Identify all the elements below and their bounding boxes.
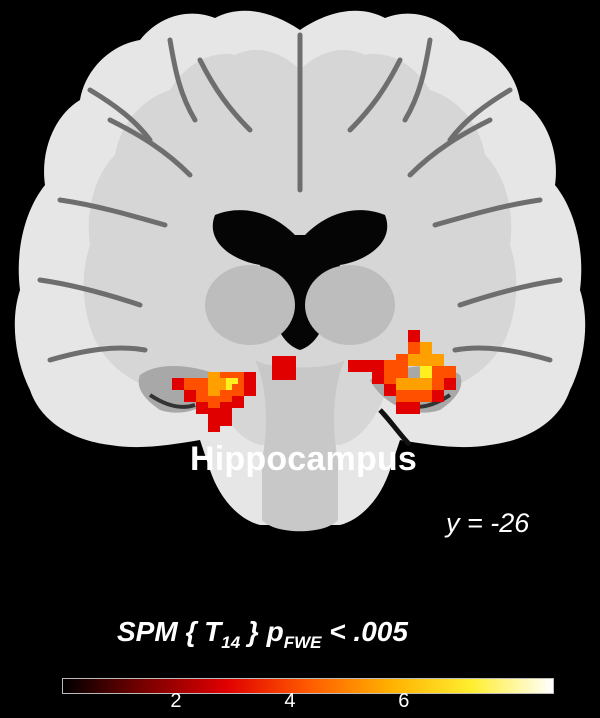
activation-voxel bbox=[208, 372, 220, 384]
left-temporal-horn bbox=[148, 393, 196, 409]
sulci bbox=[37, 32, 563, 363]
stat-df: 14 bbox=[221, 633, 241, 652]
region-label: Hippocampus bbox=[190, 440, 418, 478]
activation-voxel bbox=[432, 366, 444, 378]
activation-voxel bbox=[408, 378, 420, 390]
activation-voxel bbox=[220, 414, 232, 426]
stat-correction: FWE bbox=[283, 633, 322, 652]
activation-voxel bbox=[232, 396, 244, 408]
activation-voxel bbox=[244, 372, 256, 384]
activation-voxel bbox=[244, 384, 256, 396]
stat-suffix: < .005 bbox=[321, 616, 408, 647]
colorbar-tick-2: 2 bbox=[170, 690, 182, 712]
colorbar-tick-4: 4 bbox=[284, 690, 296, 712]
activation-voxel bbox=[420, 354, 432, 366]
colorbar-tick-6: 6 bbox=[398, 690, 410, 712]
activation-voxel bbox=[208, 420, 220, 432]
activation-voxel bbox=[372, 372, 384, 384]
activation-voxel bbox=[432, 390, 444, 402]
activation-voxel bbox=[284, 356, 296, 368]
activation-voxel bbox=[408, 342, 420, 354]
activation-voxel bbox=[172, 378, 184, 390]
activation-clusters bbox=[172, 330, 456, 432]
activation-voxel bbox=[220, 390, 232, 402]
activation-voxel bbox=[420, 366, 432, 378]
stat-prefix: SPM { T bbox=[117, 616, 222, 647]
activation-voxel bbox=[360, 360, 372, 372]
activation-voxel bbox=[396, 366, 408, 378]
activation-voxel bbox=[420, 378, 432, 390]
activation-voxel bbox=[184, 390, 196, 402]
activation-voxel bbox=[384, 360, 396, 372]
coronal-brain-slice bbox=[14, 10, 586, 532]
activation-voxel bbox=[384, 384, 396, 396]
activation-voxel bbox=[396, 402, 408, 414]
stat-middle: } p bbox=[240, 616, 284, 647]
activation-voxel bbox=[372, 360, 384, 372]
activation-voxel bbox=[408, 402, 420, 414]
activation-voxel bbox=[396, 390, 408, 402]
activation-voxel bbox=[420, 342, 432, 354]
activation-voxel bbox=[196, 378, 208, 390]
left-thalamus bbox=[205, 265, 295, 345]
activation-voxel bbox=[432, 354, 444, 366]
activation-voxel bbox=[396, 378, 408, 390]
activation-voxel bbox=[420, 390, 432, 402]
colorbar bbox=[62, 678, 554, 694]
activation-voxel bbox=[208, 408, 220, 420]
activation-voxel bbox=[396, 354, 408, 366]
activation-voxel bbox=[408, 330, 420, 342]
activation-voxel bbox=[408, 354, 420, 366]
activation-voxel bbox=[232, 384, 244, 396]
activation-voxel bbox=[444, 378, 456, 390]
ventricles bbox=[212, 210, 388, 350]
activation-voxel bbox=[432, 378, 444, 390]
activation-voxel bbox=[272, 368, 284, 380]
activation-voxel bbox=[184, 378, 196, 390]
activation-voxel bbox=[208, 384, 220, 396]
right-thalamus bbox=[305, 265, 395, 345]
activation-voxel bbox=[196, 402, 208, 414]
activation-voxel bbox=[384, 372, 396, 384]
activation-voxel bbox=[284, 368, 296, 380]
slice-coordinate-label: y = -26 bbox=[446, 508, 530, 538]
activation-voxel bbox=[272, 356, 284, 368]
statistic-title: SPM { T14 } pFWE < .005 bbox=[117, 616, 497, 653]
activation-voxel bbox=[196, 390, 208, 402]
activation-voxel bbox=[348, 360, 360, 372]
brainstem bbox=[255, 360, 345, 532]
activation-voxel bbox=[208, 396, 220, 408]
activation-voxel bbox=[220, 402, 232, 414]
activation-voxel bbox=[444, 366, 456, 378]
activation-voxel bbox=[408, 390, 420, 402]
